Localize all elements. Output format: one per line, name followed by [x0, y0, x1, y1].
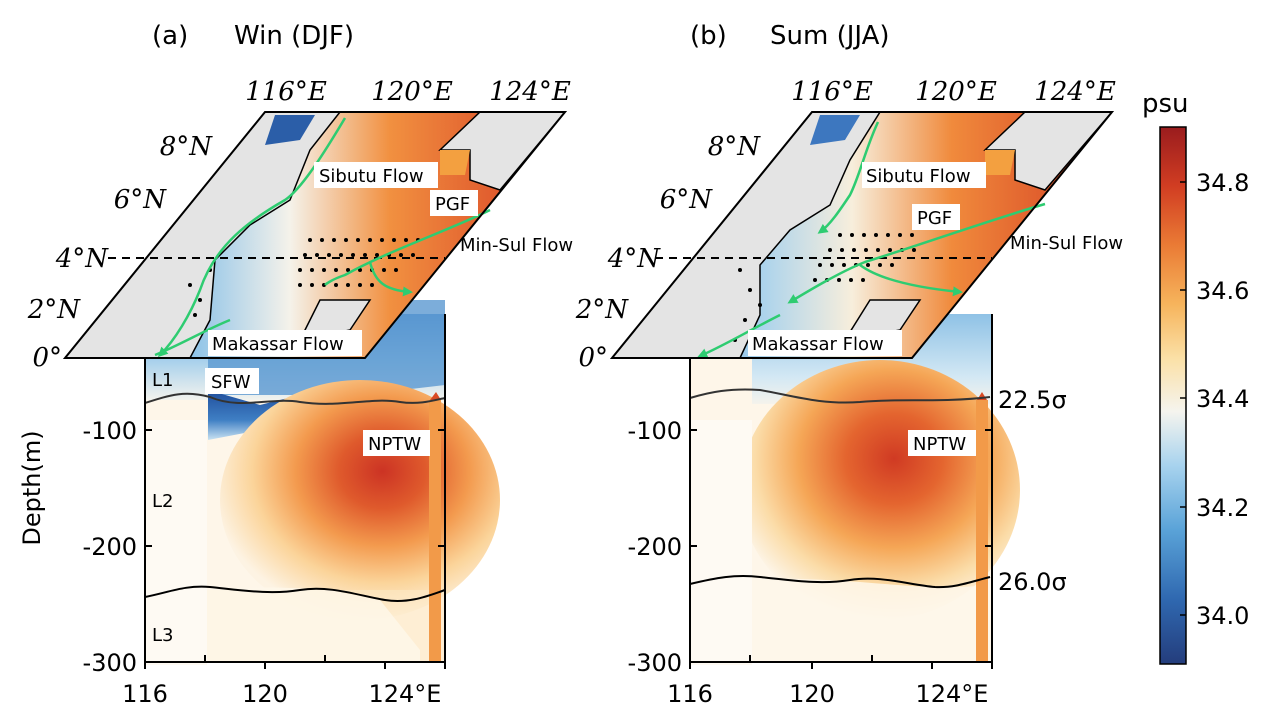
label-l2: L2 — [152, 491, 173, 512]
lon-124-b: 124°E — [1034, 77, 1116, 107]
panel-b-letter: (b) — [690, 21, 727, 51]
panel-a-title: Win (DJF) — [234, 21, 354, 51]
xtick-116-a: 116 — [122, 680, 168, 708]
cbar-tick-34.0: 34.0 — [1196, 602, 1249, 630]
xtick-120-a: 120 — [242, 680, 288, 708]
lon-116-b: 116°E — [791, 77, 873, 107]
cbar-tick-34.8: 34.8 — [1196, 169, 1249, 197]
lat-2-b: 2°N — [575, 295, 630, 325]
lat-6-a: 6°N — [114, 185, 168, 215]
ytick-100-a: -100 — [83, 417, 137, 445]
label-nptw-a: NPTW — [368, 434, 421, 455]
label-isopycnal-26.0: 26.0σ — [998, 568, 1067, 596]
panel-b-title: Sum (JJA) — [770, 21, 890, 51]
xtick-124-a: 124°E — [369, 680, 442, 708]
label-makassar-flow-b: Makassar Flow — [752, 334, 884, 355]
panel-b: (b) Sum (JJA) -100 -200 -300 — [575, 21, 1123, 708]
label-l1: L1 — [152, 370, 173, 391]
lon-124-a: 124°E — [489, 77, 571, 107]
label-pgf-b: PGF — [917, 208, 952, 229]
section-b: -100 -200 -300 116 120 124°E NPTW 22.5σ … — [628, 314, 1067, 708]
lat-2-a: 2°N — [27, 295, 82, 325]
lat-6-b: 6°N — [660, 185, 714, 215]
label-min-sul-flow-b: Min-Sul Flow — [1010, 233, 1123, 254]
isopycnal-26.0-b — [689, 574, 991, 589]
colorbar: psu 34.8 34.6 34.4 34.2 34.0 — [1142, 89, 1249, 665]
colorbar-unit: psu — [1142, 89, 1189, 119]
ytick-300-a: -300 — [83, 649, 137, 677]
isopycnal-22.5-b — [689, 388, 991, 404]
section-a: -100 -200 -300 116 120 124°E Depth(m) L1… — [18, 300, 500, 708]
label-nptw-b: NPTW — [913, 434, 966, 455]
isopycnal-26.0-a — [144, 585, 446, 602]
lat-0-a: 0° — [32, 343, 62, 373]
cbar-tick-34.6: 34.6 — [1196, 277, 1249, 305]
label-sibutu-flow-b: Sibutu Flow — [866, 166, 971, 187]
lat-4-b: 4°N — [607, 244, 662, 274]
label-sibutu-flow-a: Sibutu Flow — [319, 166, 424, 187]
panel-a-letter: (a) — [152, 21, 188, 51]
map-b: Sibutu Flow PGF Min-Sul Flow Makassar Fl… — [575, 77, 1123, 373]
lon-120-a: 120°E — [371, 77, 453, 107]
lat-8-a: 8°N — [160, 132, 214, 162]
isopycnal-22.5-a — [144, 392, 446, 405]
ytick-300-b: -300 — [628, 649, 682, 677]
colorbar-gradient — [1159, 126, 1187, 665]
ytick-100-b: -100 — [628, 417, 682, 445]
label-sfw: SFW — [211, 372, 251, 393]
label-makassar-flow-a: Makassar Flow — [212, 334, 344, 355]
y-axis-label: Depth(m) — [18, 430, 46, 545]
label-l3: L3 — [152, 625, 173, 646]
xtick-120-b: 120 — [789, 680, 835, 708]
map-a: Sibutu Flow PGF Min-Sul Flow Makassar Fl… — [27, 77, 573, 373]
panel-a: (a) Win (DJF) — [18, 21, 573, 708]
label-isopycnal-22.5: 22.5σ — [998, 386, 1067, 414]
lat-8-b: 8°N — [708, 132, 762, 162]
lon-116-a: 116°E — [245, 77, 327, 107]
label-pgf-a: PGF — [435, 194, 470, 215]
cbar-tick-34.4: 34.4 — [1196, 385, 1249, 413]
lon-120-b: 120°E — [915, 77, 997, 107]
lat-4-a: 4°N — [55, 244, 110, 274]
xtick-124-b: 124°E — [916, 680, 989, 708]
label-min-sul-flow-a: Min-Sul Flow — [460, 235, 573, 256]
cbar-tick-34.2: 34.2 — [1196, 494, 1249, 522]
ytick-200-a: -200 — [83, 533, 137, 561]
xtick-116-b: 116 — [667, 680, 713, 708]
ytick-200-b: -200 — [628, 533, 682, 561]
lat-0-b: 0° — [578, 343, 608, 373]
